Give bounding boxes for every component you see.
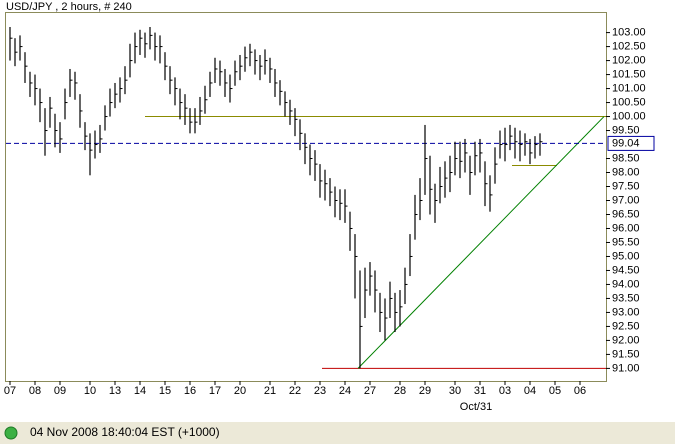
x-tick-label: 07 (4, 385, 16, 397)
status-text: 04 Nov 2008 18:40:04 EST (+1000) (30, 425, 220, 439)
x-tick-label: 05 (549, 385, 561, 397)
x-tick-label: 21 (264, 385, 276, 397)
x-tick-label: 17 (209, 385, 221, 397)
y-tick-label: 91.00 (612, 362, 640, 374)
y-tick-label: 99.50 (612, 124, 640, 136)
y-tick-label: 98.00 (612, 166, 640, 178)
status-icon (4, 426, 18, 440)
x-tick-label: 10 (84, 385, 96, 397)
trend-line (357, 116, 605, 369)
y-tick-label: 96.00 (612, 222, 640, 234)
y-tick-label: 96.50 (612, 208, 640, 220)
y-tick-label: 100.00 (612, 110, 646, 122)
y-tick-label: 100.50 (612, 96, 646, 108)
y-tick-label: 92.50 (612, 320, 640, 332)
x-tick-label: 13 (109, 385, 121, 397)
x-tick-label: 23 (314, 385, 326, 397)
y-tick-label: 92.00 (612, 334, 640, 346)
x-tick-label: 16 (184, 385, 196, 397)
plot-frame (5, 12, 607, 382)
x-tick-label: 03 (499, 385, 511, 397)
x-tick-label: 06 (574, 385, 586, 397)
x-tick-label: 14 (134, 385, 146, 397)
x-tick-label: 24 (339, 385, 351, 397)
y-tick-label: 94.50 (612, 264, 640, 276)
x-tick-label: 31 (474, 385, 486, 397)
y-tick-label: 94.00 (612, 278, 640, 290)
last-price-label: 99.04 (612, 137, 640, 149)
status-bar (0, 422, 675, 444)
y-tick-label: 93.50 (612, 292, 640, 304)
x-tick-label: 15 (159, 385, 171, 397)
y-tick-label: 95.50 (612, 236, 640, 248)
x-tick-label: 27 (364, 385, 376, 397)
last-price-box (607, 135, 655, 151)
y-tick-label: 97.00 (612, 194, 640, 206)
y-tick-label: 91.50 (612, 348, 640, 360)
x-tick-label: 22 (289, 385, 301, 397)
x-tick-label: 20 (234, 385, 246, 397)
chart-title: USD/JPY , 2 hours, # 240 (6, 1, 132, 13)
x-tick-label: 28 (394, 385, 406, 397)
x-sublabel: Oct/31 (460, 401, 492, 413)
y-tick-label: 101.50 (612, 68, 646, 80)
y-tick-label: 101.00 (612, 82, 646, 94)
x-tick-label: 30 (449, 385, 461, 397)
y-tick-label: 103.00 (612, 26, 646, 38)
y-tick-label: 97.50 (612, 180, 640, 192)
y-tick-label: 102.00 (612, 54, 646, 66)
x-tick-label: 29 (419, 385, 431, 397)
x-tick-label: 09 (54, 385, 66, 397)
y-tick-label: 98.50 (612, 152, 640, 164)
y-tick-label: 102.50 (612, 40, 646, 52)
x-tick-label: 08 (29, 385, 41, 397)
y-tick-label: 95.00 (612, 250, 640, 262)
y-tick-label: 93.00 (612, 306, 640, 318)
x-tick-label: 04 (524, 385, 536, 397)
